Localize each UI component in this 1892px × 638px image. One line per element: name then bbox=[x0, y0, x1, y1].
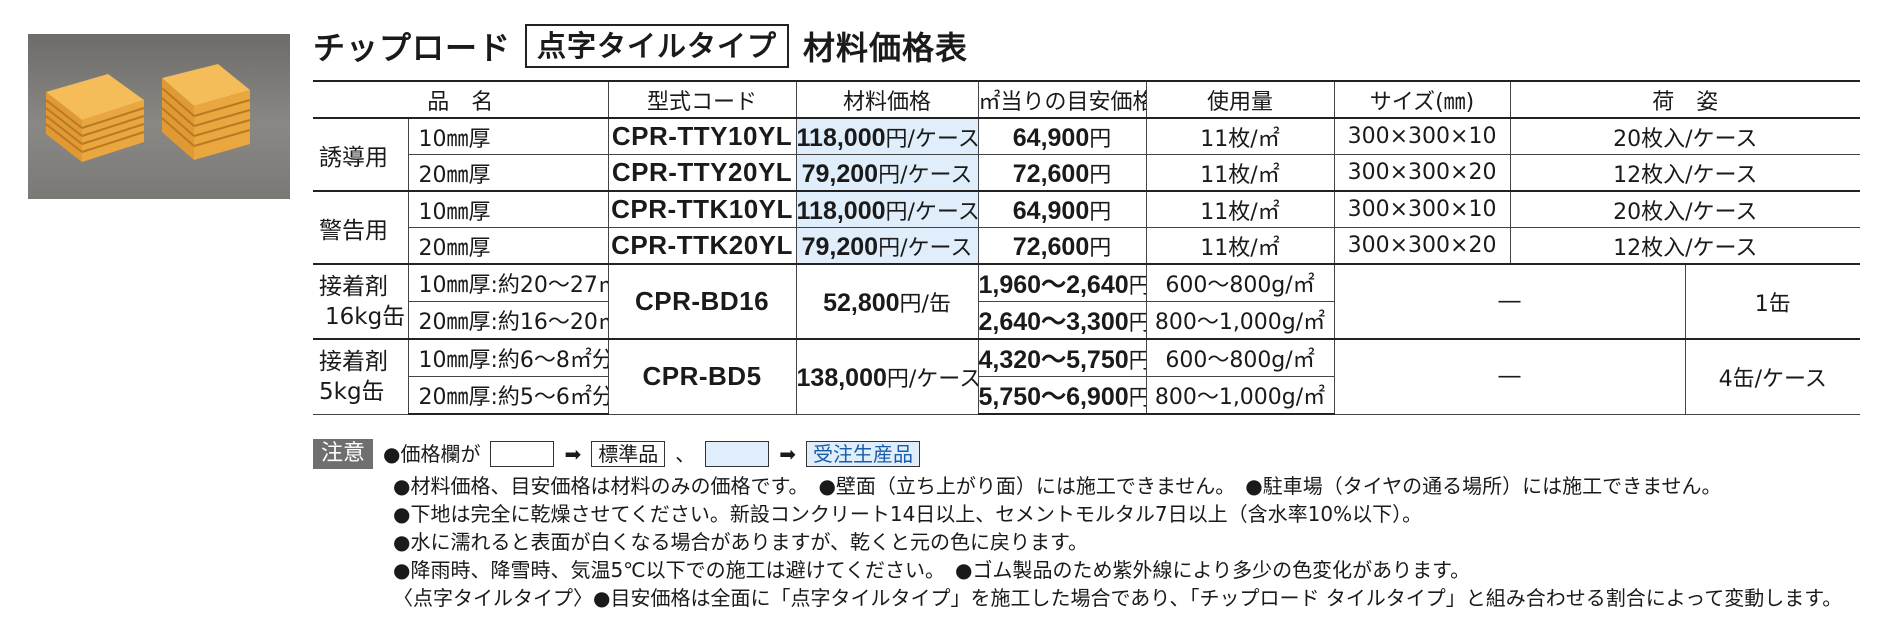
note-line: ●降雨時、降雪時、気温5℃以下での施工は避けてください。 ●ゴム製品のため紫外線… bbox=[393, 558, 1471, 582]
size-cell: 300×300×10 bbox=[1333, 117, 1511, 155]
price-table: 品 名 型式コード 材料価格 ㎡当りの目安価格 使用量 サイズ(㎜) 荷 姿 誘… bbox=[313, 80, 1861, 415]
title-suffix: 材料価格表 bbox=[803, 29, 969, 67]
header-product-name: 品 名 bbox=[313, 80, 609, 119]
table-row: 接着剤 16kg缶 10㎜厚:約20～27㎡分 CPR-BD16 52,800円… bbox=[313, 263, 1861, 340]
size-cell: 300×300×20 bbox=[1333, 227, 1511, 265]
arrow-right-icon: ➡ bbox=[779, 442, 796, 466]
model-code-cell: CPR-TTY10YL bbox=[607, 117, 797, 155]
packing-cell: 12枚入/ケース bbox=[1509, 227, 1861, 265]
size-cell: ― bbox=[1333, 338, 1686, 415]
per-m2-price-cell: 4,320～5,750円 bbox=[977, 338, 1147, 377]
usage-cell: 600～800g/㎡ bbox=[1145, 338, 1335, 377]
thickness-cell: 20㎜厚 bbox=[407, 154, 609, 192]
thickness-cell: 20㎜厚 bbox=[407, 227, 609, 265]
per-m2-price-cell: 72,600円 bbox=[977, 154, 1147, 192]
coverage-cell: 20㎜厚:約16～20㎡分 bbox=[407, 301, 609, 340]
price-legend: 注意 ●価格欄が ➡ 標準品 、 ➡ 受注生産品 bbox=[313, 438, 1873, 470]
header-material-price: 材料価格 bbox=[795, 80, 979, 119]
notes-section: 注意 ●価格欄が ➡ 標準品 、 ➡ 受注生産品 ●材料価格、目安価格は材料のみ… bbox=[313, 438, 1873, 612]
usage-cell: 600～800g/㎡ bbox=[1145, 263, 1335, 302]
packing-cell: 1缶 bbox=[1684, 263, 1861, 340]
table-row: 20㎜厚 CPR-TTK20YL 79,200円/ケース 72,600円 11枚… bbox=[313, 227, 1861, 265]
group-label-adhesive-16kg: 接着剤 16kg缶 bbox=[313, 263, 409, 340]
per-m2-price-cell: 64,900円 bbox=[977, 117, 1147, 155]
coverage-cell: 20㎜厚:約5～6㎡分 bbox=[407, 376, 609, 415]
arrow-right-icon: ➡ bbox=[564, 442, 582, 466]
usage-cell: 800～1,000g/㎡ bbox=[1145, 301, 1335, 340]
usage-cell: 800～1,000g/㎡ bbox=[1145, 376, 1335, 415]
material-price-cell: 118,000円/ケース bbox=[795, 117, 979, 155]
table-row: 20㎜厚:約5～6㎡分 5,750～6,900円 800～1,000g/㎡ bbox=[313, 376, 1860, 415]
packing-cell: 20枚入/ケース bbox=[1509, 190, 1861, 228]
table-row: 警告用 10㎜厚 CPR-TTK10YL 118,000円/ケース 64,900… bbox=[313, 190, 1861, 265]
header-price-per-m2: ㎡当りの目安価格 bbox=[977, 80, 1147, 119]
title-boxed-type: 点字タイルタイプ bbox=[525, 24, 790, 68]
group-label-adhesive-5kg: 接着剤 5kg缶 bbox=[313, 338, 409, 415]
header-usage: 使用量 bbox=[1145, 80, 1335, 119]
table-row: 接着剤 5kg缶 10㎜厚:約6～8㎡分 CPR-BD5 138,000円/ケー… bbox=[313, 338, 1861, 415]
packing-cell: 4缶/ケース bbox=[1684, 338, 1861, 415]
legend-order-label: 受注生産品 bbox=[806, 441, 920, 467]
caution-badge: 注意 bbox=[313, 439, 374, 469]
per-m2-price-cell: 1,960～2,640円 bbox=[977, 263, 1147, 302]
material-price-cell: 79,200円/ケース bbox=[795, 154, 979, 192]
usage-cell: 11枚/㎡ bbox=[1145, 117, 1335, 155]
packing-cell: 12枚入/ケース bbox=[1509, 154, 1861, 192]
size-cell: 300×300×20 bbox=[1333, 154, 1511, 192]
note-line: 〈点字タイルタイプ〉●目安価格は全面に「点字タイルタイプ」を施工した場合であり、… bbox=[393, 586, 1843, 610]
table-header-row: 品 名 型式コード 材料価格 ㎡当りの目安価格 使用量 サイズ(㎜) 荷 姿 bbox=[313, 80, 1861, 119]
usage-cell: 11枚/㎡ bbox=[1145, 154, 1335, 192]
header-size: サイズ(㎜) bbox=[1333, 80, 1511, 119]
model-code-cell: CPR-TTK10YL bbox=[607, 190, 797, 228]
size-cell: ― bbox=[1333, 263, 1686, 340]
material-price-cell: 138,000円/ケース bbox=[795, 338, 979, 415]
per-m2-price-cell: 72,600円 bbox=[977, 227, 1147, 265]
legend-prefix: ●価格欄が bbox=[383, 442, 481, 466]
group-label-guide: 誘導用 bbox=[313, 117, 409, 192]
legend-separator: 、 bbox=[675, 442, 696, 466]
legend-white-swatch bbox=[490, 441, 555, 467]
coverage-cell: 10㎜厚:約6～8㎡分 bbox=[407, 338, 609, 377]
coverage-cell: 10㎜厚:約20～27㎡分 bbox=[407, 263, 609, 302]
usage-cell: 11枚/㎡ bbox=[1145, 227, 1335, 265]
note-line: ●下地は完全に乾燥させてください。新設コンクリート14日以上、セメントモルタル7… bbox=[393, 502, 1423, 526]
page-title: チップロード 点字タイルタイプ 材料価格表 bbox=[313, 22, 968, 70]
model-code-cell: CPR-BD5 bbox=[607, 338, 797, 415]
material-price-cell: 79,200円/ケース bbox=[795, 227, 979, 265]
legend-standard-label: 標準品 bbox=[591, 441, 666, 467]
tile-stack-image bbox=[45, 64, 251, 162]
table-row: 20㎜厚 CPR-TTY20YL 79,200円/ケース 72,600円 11枚… bbox=[313, 154, 1861, 192]
note-line: ●材料価格、目安価格は材料のみの価格です。 ●壁面（立ち上がり面）には施工できま… bbox=[393, 474, 1722, 498]
per-m2-price-cell: 64,900円 bbox=[977, 190, 1147, 228]
model-code-cell: CPR-TTY20YL bbox=[607, 154, 797, 192]
packing-cell: 20枚入/ケース bbox=[1509, 117, 1861, 155]
material-price-cell: 118,000円/ケース bbox=[795, 190, 979, 228]
per-m2-price-cell: 5,750～6,900円 bbox=[977, 376, 1147, 415]
group-label-warning: 警告用 bbox=[313, 190, 409, 265]
size-cell: 300×300×10 bbox=[1333, 190, 1511, 228]
per-m2-price-cell: 2,640～3,300円 bbox=[977, 301, 1147, 340]
title-main: チップロード bbox=[313, 29, 512, 67]
header-packing: 荷 姿 bbox=[1509, 80, 1861, 119]
material-price-cell: 52,800円/缶 bbox=[795, 263, 979, 340]
table-row: 誘導用 10㎜厚 CPR-TTY10YL 118,000円/ケース 64,900… bbox=[313, 117, 1861, 192]
model-code-cell: CPR-TTK20YL bbox=[607, 227, 797, 265]
header-model-code: 型式コード bbox=[607, 80, 797, 119]
note-line: ●水に濡れると表面が白くなる場合がありますが、乾くと元の色に戻ります。 bbox=[393, 530, 1089, 554]
thickness-cell: 10㎜厚 bbox=[407, 117, 609, 155]
product-photo bbox=[28, 34, 290, 199]
usage-cell: 11枚/㎡ bbox=[1145, 190, 1335, 228]
thickness-cell: 10㎜厚 bbox=[407, 190, 609, 228]
table-row: 20㎜厚:約16～20㎡分 2,640～3,300円 800～1,000g/㎡ bbox=[313, 301, 1860, 340]
legend-blue-swatch bbox=[705, 441, 770, 467]
model-code-cell: CPR-BD16 bbox=[607, 263, 797, 340]
